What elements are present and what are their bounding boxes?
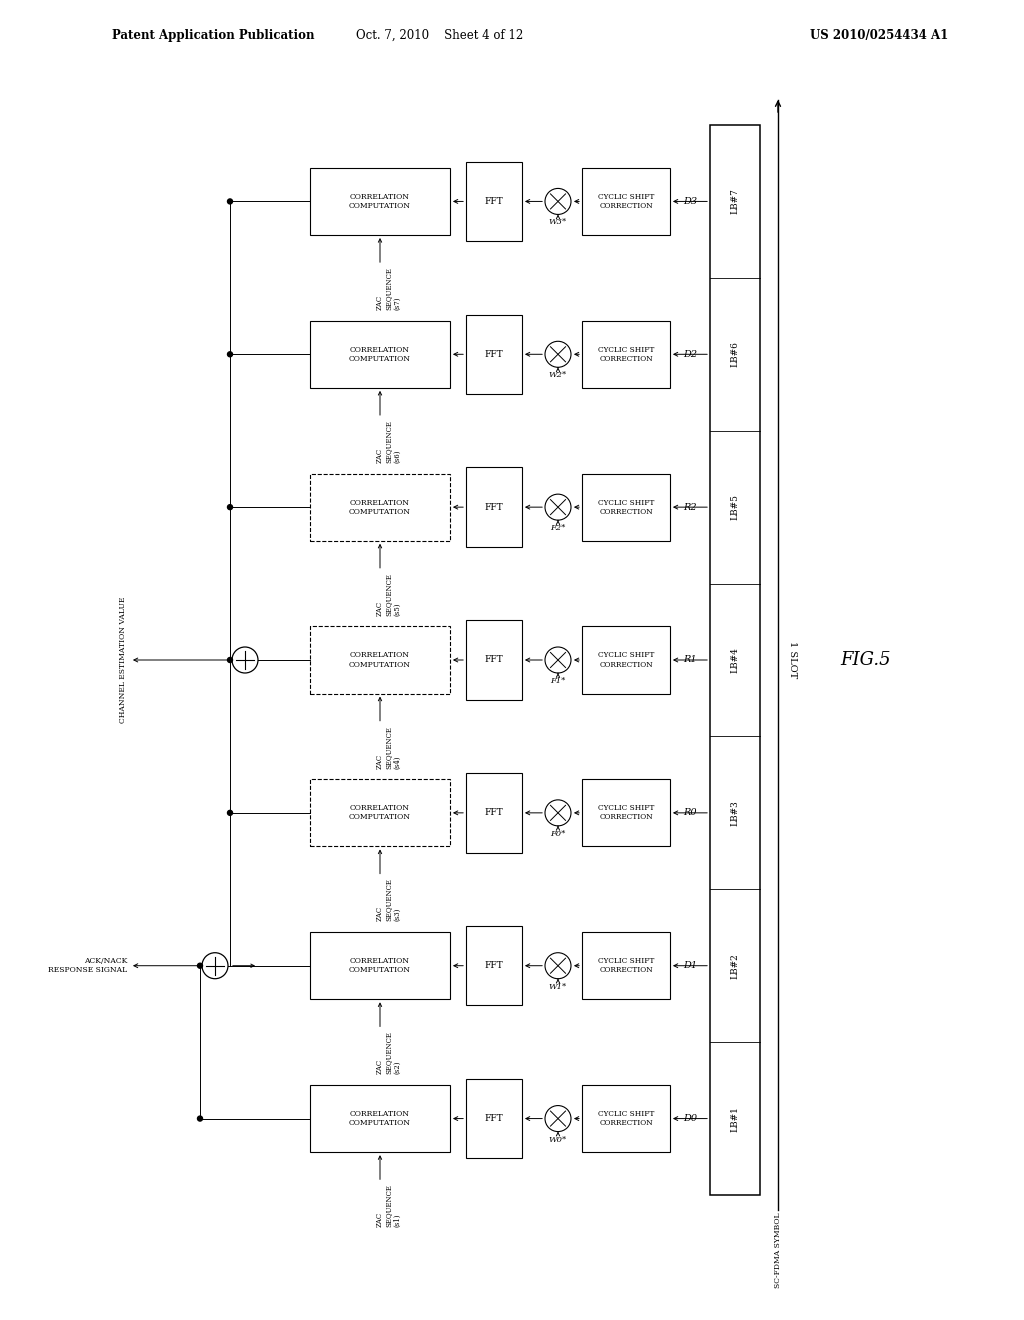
Text: F1*: F1*	[550, 677, 565, 685]
Text: Patent Application Publication: Patent Application Publication	[112, 29, 314, 41]
Bar	[310, 627, 450, 693]
Text: LB#5: LB#5	[730, 494, 739, 520]
Text: FIG.5: FIG.5	[840, 651, 891, 669]
Circle shape	[545, 647, 571, 673]
Text: W2*: W2*	[549, 371, 567, 379]
Text: SC-FDMA SYMBOL: SC-FDMA SYMBOL	[774, 1213, 782, 1288]
Circle shape	[545, 342, 571, 367]
Text: LB#4: LB#4	[730, 647, 739, 673]
Text: CYCLIC SHIFT
CORRECTION: CYCLIC SHIFT CORRECTION	[598, 193, 654, 210]
Text: ZAC
SEQUENCE
(s6): ZAC SEQUENCE (s6)	[376, 420, 401, 463]
Text: FFT: FFT	[484, 961, 504, 970]
Text: D2: D2	[683, 350, 697, 359]
Bar	[310, 321, 450, 388]
Circle shape	[227, 504, 232, 510]
Bar	[466, 161, 522, 242]
Bar	[582, 168, 670, 235]
Bar	[582, 932, 670, 999]
Circle shape	[232, 647, 258, 673]
Text: D3: D3	[683, 197, 697, 206]
Text: LB#3: LB#3	[730, 800, 739, 826]
Text: ZAC
SEQUENCE
(s3): ZAC SEQUENCE (s3)	[376, 879, 401, 921]
Text: FFT: FFT	[484, 350, 504, 359]
Circle shape	[202, 953, 228, 978]
Text: R0: R0	[683, 808, 696, 817]
Bar	[466, 774, 522, 853]
Text: ACK/NACK
RESPONSE SIGNAL: ACK/NACK RESPONSE SIGNAL	[48, 957, 127, 974]
Text: CORRELATION
COMPUTATION: CORRELATION COMPUTATION	[349, 957, 411, 974]
Bar	[582, 321, 670, 388]
Text: CYCLIC SHIFT
CORRECTION: CYCLIC SHIFT CORRECTION	[598, 1110, 654, 1127]
Circle shape	[545, 189, 571, 214]
Text: R1: R1	[683, 656, 696, 664]
Bar	[582, 474, 670, 541]
Text: ZAC
SEQUENCE
(s4): ZAC SEQUENCE (s4)	[376, 726, 401, 768]
Circle shape	[545, 494, 571, 520]
Text: Oct. 7, 2010    Sheet 4 of 12: Oct. 7, 2010 Sheet 4 of 12	[356, 29, 523, 41]
Bar	[466, 1078, 522, 1159]
Text: LB#6: LB#6	[730, 342, 739, 367]
Text: W3*: W3*	[549, 218, 567, 227]
Bar	[310, 474, 450, 541]
Bar	[310, 779, 450, 846]
Circle shape	[227, 199, 232, 203]
Text: ZAC
SEQUENCE
(s1): ZAC SEQUENCE (s1)	[376, 1184, 401, 1228]
Text: CYCLIC SHIFT
CORRECTION: CYCLIC SHIFT CORRECTION	[598, 499, 654, 516]
Text: D1: D1	[683, 961, 697, 970]
Bar	[710, 125, 760, 1195]
Circle shape	[545, 800, 571, 826]
Bar	[466, 467, 522, 546]
Bar	[466, 925, 522, 1006]
Text: F0*: F0*	[550, 830, 565, 838]
Text: CORRELATION
COMPUTATION: CORRELATION COMPUTATION	[349, 499, 411, 516]
Circle shape	[198, 964, 203, 968]
Circle shape	[545, 953, 571, 978]
Text: FFT: FFT	[484, 656, 504, 664]
Text: D0: D0	[683, 1114, 697, 1123]
Text: CHANNEL ESTIMATION VALUE: CHANNEL ESTIMATION VALUE	[119, 597, 127, 723]
Bar	[466, 620, 522, 700]
Circle shape	[227, 810, 232, 816]
Text: FFT: FFT	[484, 197, 504, 206]
Text: 1 SLOT: 1 SLOT	[787, 642, 797, 678]
Text: US 2010/0254434 A1: US 2010/0254434 A1	[810, 29, 948, 41]
Bar	[310, 932, 450, 999]
Bar	[582, 627, 670, 693]
Text: W1*: W1*	[549, 982, 567, 991]
Text: ZAC
SEQUENCE
(s2): ZAC SEQUENCE (s2)	[376, 1031, 401, 1074]
Text: CORRELATION
COMPUTATION: CORRELATION COMPUTATION	[349, 804, 411, 821]
Bar	[310, 168, 450, 235]
Text: CYCLIC SHIFT
CORRECTION: CYCLIC SHIFT CORRECTION	[598, 346, 654, 363]
Circle shape	[227, 657, 232, 663]
Text: R2: R2	[683, 503, 696, 512]
Text: LB#1: LB#1	[730, 1106, 739, 1131]
Circle shape	[198, 1117, 203, 1121]
Bar	[466, 314, 522, 395]
Text: CORRELATION
COMPUTATION: CORRELATION COMPUTATION	[349, 346, 411, 363]
Text: FFT: FFT	[484, 808, 504, 817]
Bar	[582, 779, 670, 846]
Text: ZAC
SEQUENCE
(s5): ZAC SEQUENCE (s5)	[376, 573, 401, 615]
Text: CYCLIC SHIFT
CORRECTION: CYCLIC SHIFT CORRECTION	[598, 651, 654, 669]
Text: W0*: W0*	[549, 1135, 567, 1143]
Text: ZAC
SEQUENCE
(s7): ZAC SEQUENCE (s7)	[376, 267, 401, 310]
Text: LB#2: LB#2	[730, 953, 739, 978]
Text: F2*: F2*	[550, 524, 565, 532]
Text: FFT: FFT	[484, 503, 504, 512]
Circle shape	[545, 1106, 571, 1131]
Text: CORRELATION
COMPUTATION: CORRELATION COMPUTATION	[349, 1110, 411, 1127]
Text: LB#7: LB#7	[730, 189, 739, 214]
Text: CYCLIC SHIFT
CORRECTION: CYCLIC SHIFT CORRECTION	[598, 957, 654, 974]
Text: CORRELATION
COMPUTATION: CORRELATION COMPUTATION	[349, 193, 411, 210]
Bar	[582, 1085, 670, 1152]
Text: FFT: FFT	[484, 1114, 504, 1123]
Circle shape	[227, 352, 232, 356]
Bar	[310, 1085, 450, 1152]
Text: CORRELATION
COMPUTATION: CORRELATION COMPUTATION	[349, 651, 411, 669]
Text: CYCLIC SHIFT
CORRECTION: CYCLIC SHIFT CORRECTION	[598, 804, 654, 821]
